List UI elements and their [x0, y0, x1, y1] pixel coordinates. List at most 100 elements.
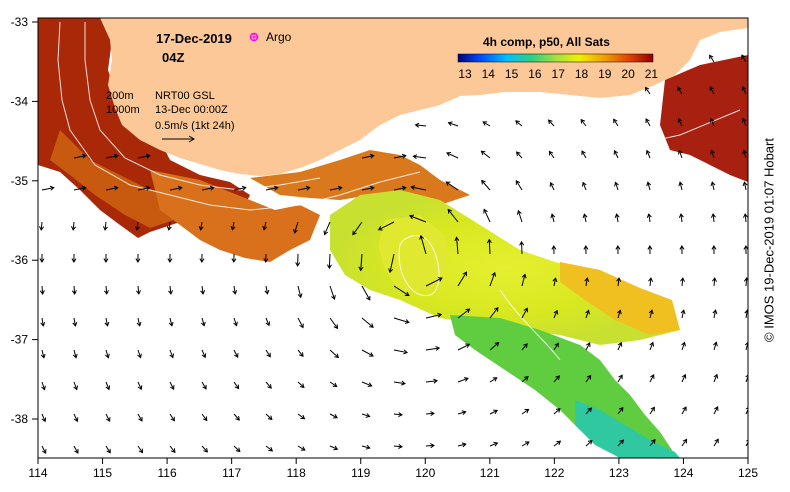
current-arrow-head: [553, 309, 559, 315]
current-arrow-head: [711, 277, 717, 282]
map-time: 04Z: [162, 50, 184, 65]
current-arrow-head: [465, 343, 471, 348]
current-arrow: [448, 122, 459, 127]
current-arrow-head: [198, 225, 204, 231]
current-arrow: [361, 413, 370, 417]
current-arrow: [582, 182, 587, 191]
current-arrow-head: [168, 321, 174, 327]
current-arrow: [393, 381, 406, 385]
current-arrow: [741, 54, 747, 63]
current-arrow-head: [650, 406, 655, 412]
current-arrow: [41, 317, 44, 326]
current-arrow: [713, 342, 717, 351]
current-arrow: [265, 381, 272, 389]
current-arrow-head: [523, 343, 528, 348]
x-tick-label: 118: [287, 466, 306, 480]
current-arrow-head: [580, 118, 586, 124]
current-arrow-head: [106, 448, 111, 454]
current-arrow-head: [262, 225, 268, 231]
current-arrow: [481, 150, 491, 159]
y-tick-label: -35: [11, 174, 29, 188]
current-arrow-head: [71, 290, 77, 295]
current-arrow-head: [494, 306, 499, 312]
current-arrow-head: [583, 245, 589, 250]
current-arrow: [553, 440, 561, 447]
current-arrow-head: [647, 245, 653, 250]
current-arrow-head: [266, 352, 271, 358]
argo-label: Argo: [266, 30, 292, 44]
current-arrow: [169, 349, 174, 358]
current-arrow: [745, 375, 748, 383]
current-arrow-head: [170, 416, 175, 422]
current-arrow: [617, 310, 621, 319]
current-arrow-head: [677, 149, 683, 155]
current-arrow: [297, 381, 305, 388]
current-arrow-head: [493, 409, 499, 415]
current-arrow-head: [435, 346, 441, 351]
current-arrow-head: [616, 309, 622, 315]
current-arrow-head: [582, 213, 588, 219]
current-arrow-head: [515, 180, 521, 185]
current-arrow: [265, 349, 271, 358]
current-arrow: [681, 374, 686, 383]
current-arrow-head: [41, 385, 46, 391]
colorbar-tick-label: 18: [575, 67, 589, 81]
current-arrow: [73, 413, 78, 422]
current-arrow-head: [547, 119, 553, 125]
sst-south-coast-band: [250, 150, 470, 205]
current-arrow-head: [73, 385, 79, 391]
current-arrow: [645, 118, 651, 127]
current-arrow-head: [368, 352, 374, 357]
y-axis: -33 -34 -35 -36 -37 -38: [11, 15, 38, 426]
current-arrow: [744, 213, 747, 223]
current-arrow-head: [305, 185, 311, 191]
current-arrow: [521, 343, 528, 351]
x-tick-label: 117: [222, 466, 241, 480]
current-arrow: [457, 308, 470, 319]
current-arrow: [393, 187, 406, 191]
current-arrow: [265, 187, 278, 191]
current-arrow-head: [241, 185, 247, 191]
current-arrow-head: [300, 446, 306, 451]
current-arrow: [616, 214, 619, 223]
current-arrow-head: [677, 117, 683, 123]
current-arrow: [483, 209, 491, 223]
bathymetry-contours: [57, 21, 741, 361]
current-arrow: [329, 187, 342, 191]
current-arrow-head: [741, 117, 747, 123]
current-arrow: [617, 278, 620, 287]
current-arrow-head: [551, 245, 557, 250]
current-arrow: [201, 413, 208, 421]
current-arrow: [709, 86, 715, 95]
current-arrow-head: [483, 208, 488, 214]
current-arrow-head: [745, 374, 748, 378]
current-arrow: [329, 413, 338, 419]
current-arrow: [415, 124, 427, 127]
current-arrow: [169, 317, 173, 326]
current-arrow: [352, 221, 363, 235]
current-arrow: [393, 317, 410, 323]
current-arrow-head: [377, 226, 383, 231]
current-arrow-head: [199, 258, 205, 263]
current-arrow-head: [681, 373, 687, 379]
current-arrow-head: [403, 349, 409, 355]
x-tick-label: 120: [415, 466, 435, 480]
current-arrow-head: [554, 342, 559, 348]
current-arrow-head: [515, 120, 520, 125]
y-tick-label: -37: [11, 333, 29, 347]
current-arrow: [361, 349, 374, 357]
current-arrow: [548, 119, 555, 127]
current-arrow-head: [486, 238, 492, 244]
current-arrow-head: [414, 122, 420, 128]
current-arrow: [361, 155, 374, 159]
current-arrow: [329, 349, 339, 358]
current-arrow-head: [39, 226, 45, 231]
current-arrow-head: [437, 312, 443, 318]
current-vectors: [39, 54, 748, 454]
current-arrow-head: [404, 319, 410, 324]
current-arrow-head: [366, 295, 371, 301]
current-arrow-head: [523, 376, 529, 381]
current-arrow-head: [430, 443, 435, 449]
current-arrow-head: [712, 309, 718, 315]
